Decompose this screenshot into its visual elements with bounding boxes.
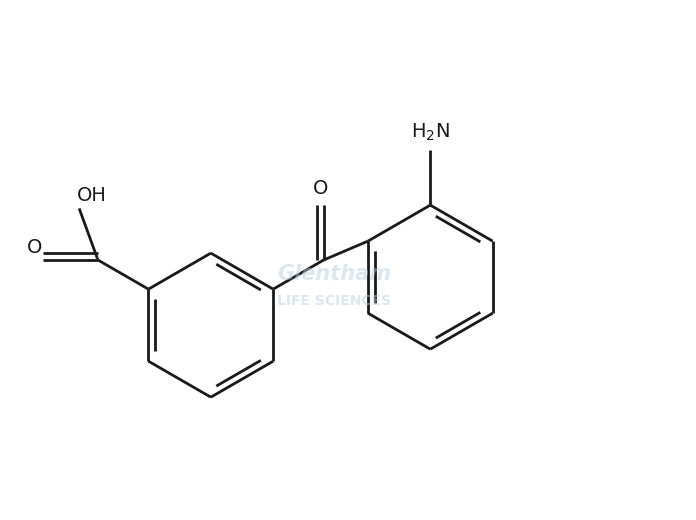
Text: H$_2$N: H$_2$N xyxy=(411,122,450,144)
Text: OH: OH xyxy=(77,186,106,205)
Text: Glentham: Glentham xyxy=(277,264,391,284)
Text: LIFE SCIENCES: LIFE SCIENCES xyxy=(277,294,391,308)
Text: O: O xyxy=(313,179,328,198)
Text: O: O xyxy=(27,238,42,256)
